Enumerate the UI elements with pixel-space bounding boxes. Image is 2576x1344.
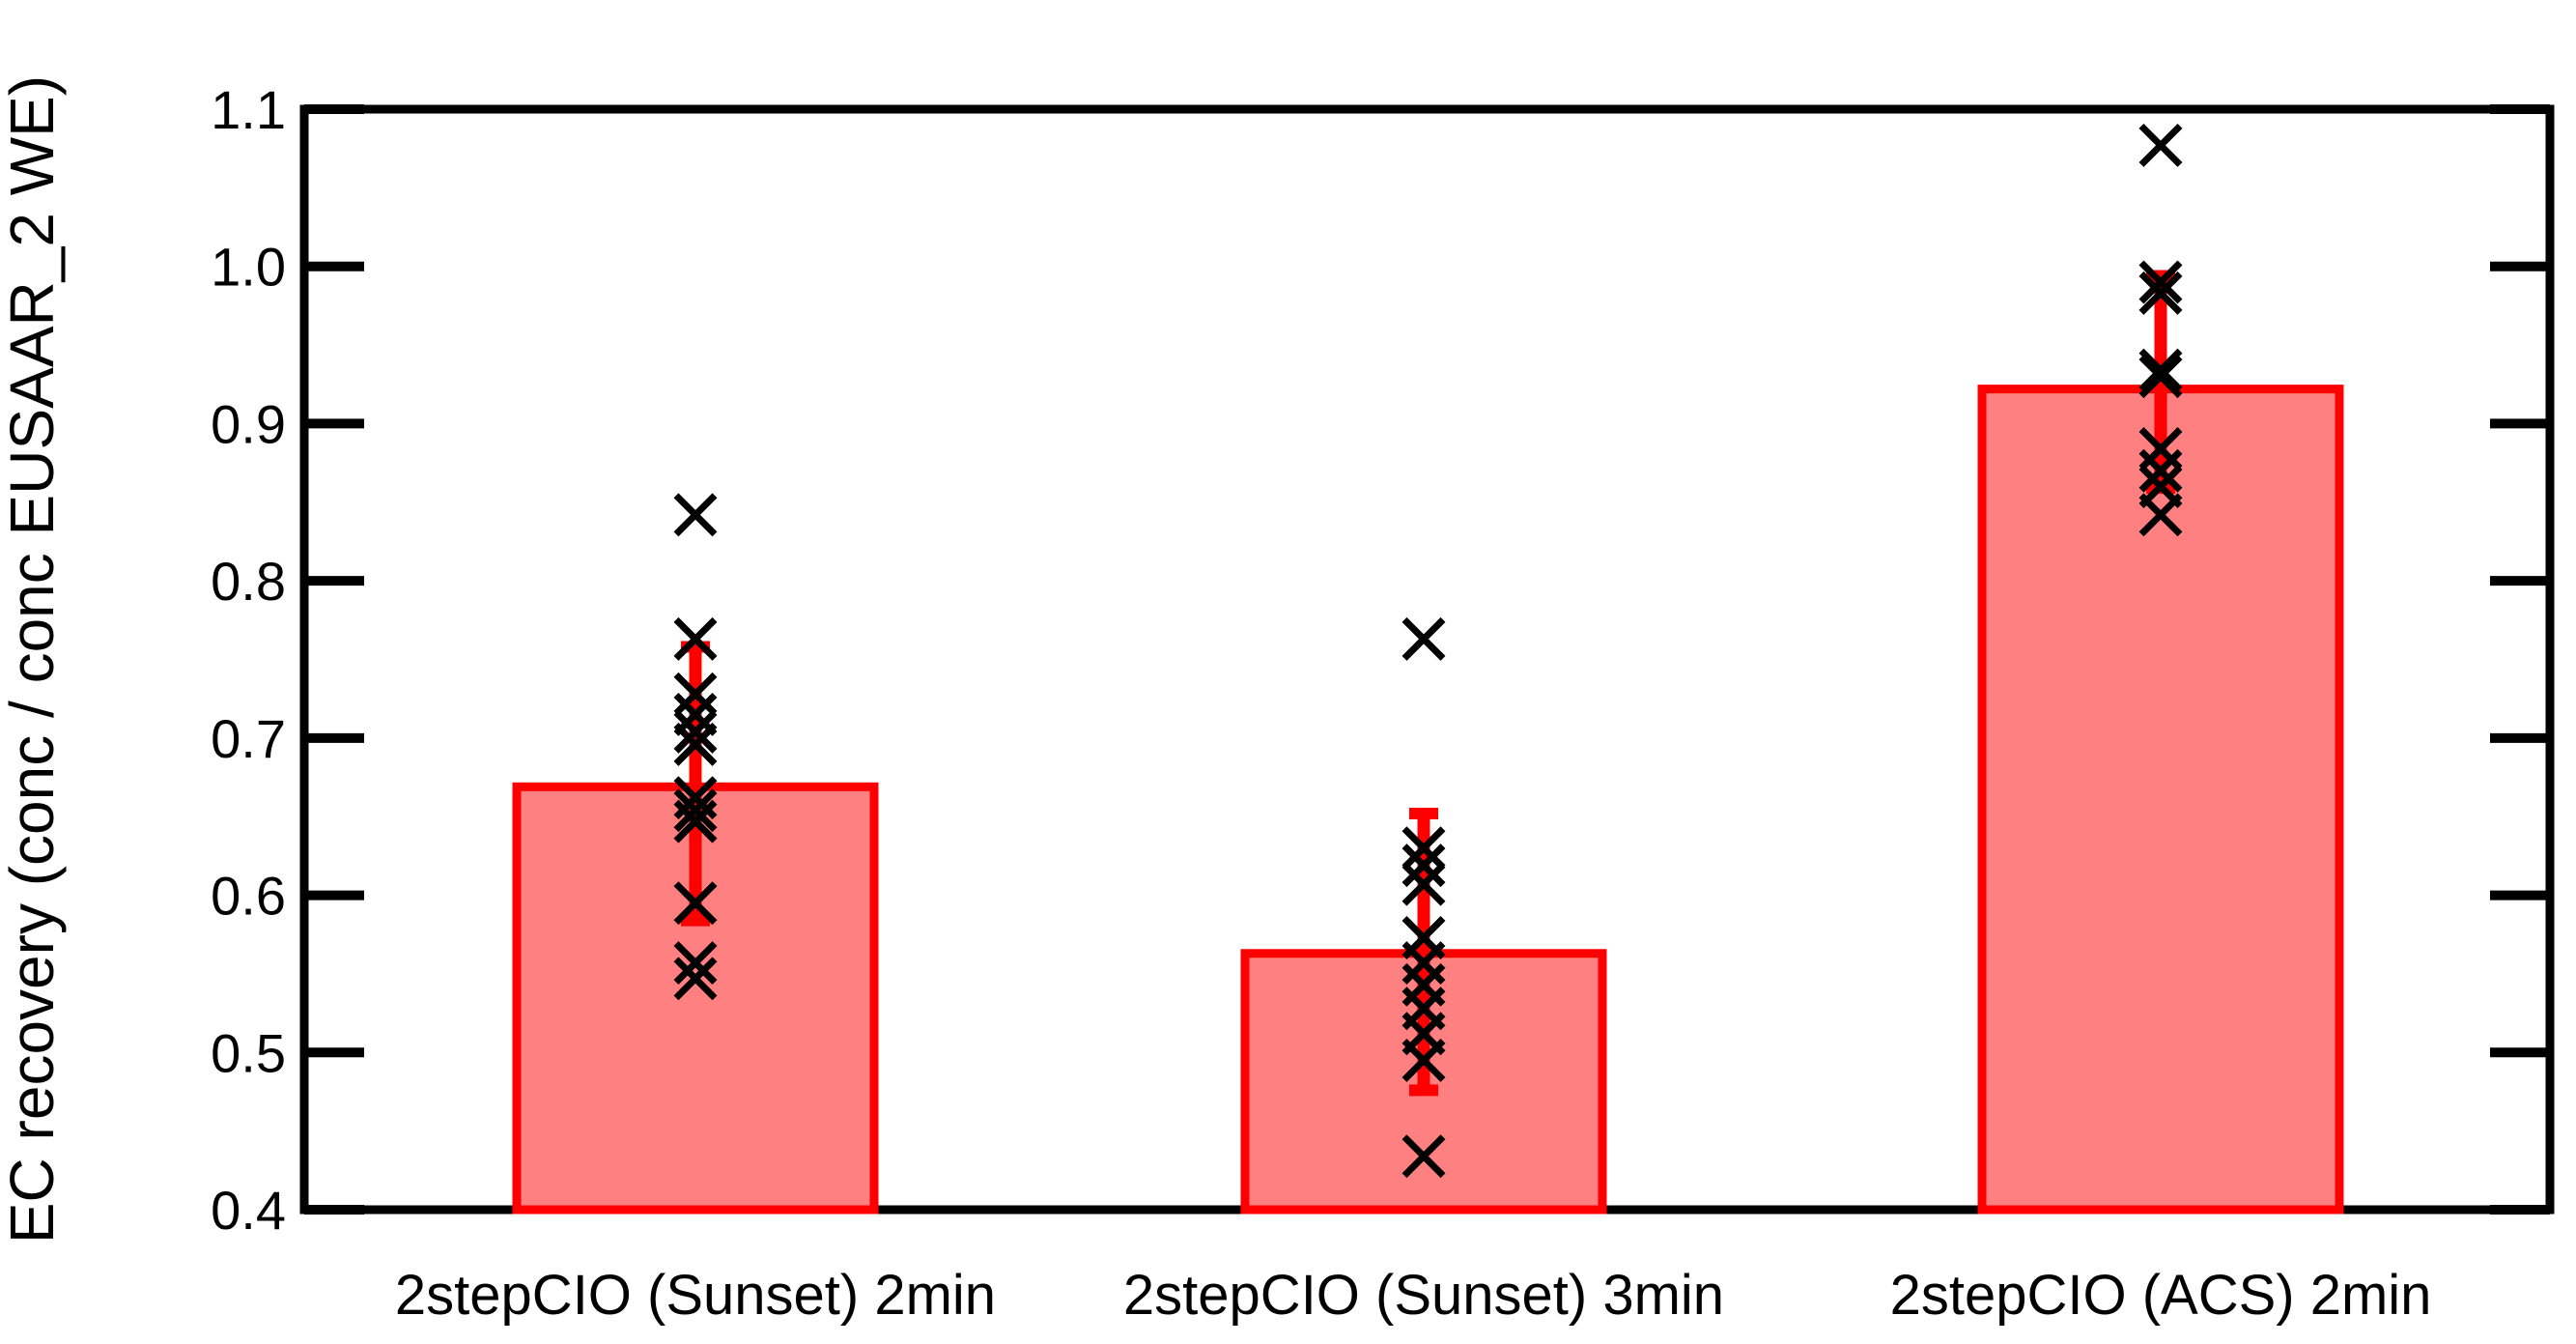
- y-axis-tick-label: 0.8: [211, 551, 286, 612]
- y-axis-tick-label: 0.9: [211, 393, 286, 454]
- scatter-marker: [673, 957, 718, 1001]
- scatter-marker: [673, 881, 718, 926]
- scatter-marker: [2138, 271, 2183, 315]
- scatter-marker: [1401, 1134, 1446, 1179]
- x-axis-category-label: 2stepCIO (Sunset) 3min: [1123, 1264, 1724, 1327]
- x-axis-category-label: 2stepCIO (Sunset) 2min: [395, 1264, 996, 1327]
- scatter-marker: [2138, 493, 2183, 537]
- y-axis-tick-label: 0.6: [211, 866, 286, 927]
- scatter-marker: [673, 788, 718, 833]
- scatter-marker: [673, 709, 718, 754]
- y-axis-tick-label: 0.4: [211, 1180, 286, 1241]
- scatter-marker: [1401, 1038, 1446, 1082]
- scatter-marker: [673, 799, 718, 844]
- scatter-marker: [1401, 844, 1446, 888]
- y-axis-tick-label: 0.7: [211, 708, 286, 769]
- scatter-marker: [673, 722, 718, 766]
- scatter-marker: [673, 493, 718, 537]
- scatter-marker: [673, 616, 718, 661]
- scatter-marker: [673, 672, 718, 716]
- y-axis-tick-label: 0.5: [211, 1022, 286, 1083]
- scatter-marker: [2138, 448, 2183, 493]
- scatter-marker: [1401, 862, 1446, 906]
- y-axis-title: EC recovery (conc / conc EUSAAR_2 WE): [0, 75, 67, 1244]
- x-axis-category-label: 2stepCIO (ACS) 2min: [1890, 1264, 2432, 1327]
- scatter-marker: [2138, 260, 2183, 304]
- scatter-marker: [2138, 348, 2183, 392]
- bar-3: [1977, 385, 2344, 1215]
- scatter-marker: [1401, 826, 1446, 871]
- scatter-marker: [2138, 355, 2183, 399]
- scatter-marker: [673, 941, 718, 986]
- y-axis-tick-label: 1.0: [211, 237, 286, 298]
- y-axis-tick-label: 1.1: [211, 79, 286, 140]
- scatter-marker: [1401, 616, 1446, 661]
- scatter-marker: [2138, 123, 2183, 167]
